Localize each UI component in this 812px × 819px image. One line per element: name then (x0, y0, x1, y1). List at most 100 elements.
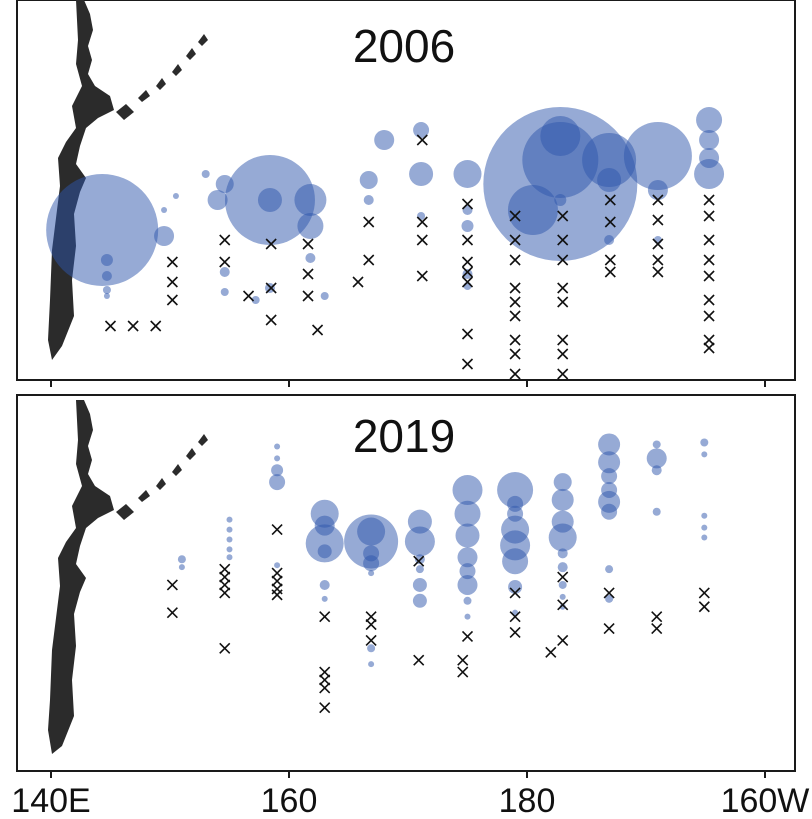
survey-circle (605, 594, 614, 603)
survey-circle (367, 644, 376, 653)
absence-cross (166, 294, 178, 306)
survey-circle (226, 554, 233, 561)
panel-2019-frame (16, 394, 796, 772)
absence-cross (416, 234, 428, 246)
survey-circle (701, 512, 708, 519)
survey-circle (604, 235, 615, 245)
absence-cross (703, 254, 715, 266)
panel-2019-land (48, 400, 208, 754)
survey-circle (220, 288, 229, 296)
absence-cross (604, 266, 616, 278)
absence-cross (271, 575, 283, 587)
absence-cross (319, 666, 331, 678)
survey-circle (415, 565, 424, 574)
survey-circle (100, 254, 113, 266)
absence-cross (127, 320, 139, 332)
absence-cross (703, 294, 715, 306)
absence-cross (652, 238, 664, 250)
x-axis-tick-label: 140E (11, 782, 90, 819)
absence-cross (652, 254, 664, 266)
absence-cross (365, 611, 377, 623)
absence-cross (509, 348, 521, 360)
absence-cross (509, 234, 521, 246)
survey-circle (226, 546, 233, 553)
absence-cross (461, 234, 474, 246)
survey-circle (226, 516, 233, 523)
absence-cross (219, 256, 231, 268)
absence-cross (166, 276, 178, 288)
absence-cross (698, 601, 710, 613)
survey-circle (407, 509, 432, 534)
panel-2006-frame (16, 0, 796, 381)
survey-circle (374, 130, 395, 150)
absence-cross (557, 571, 569, 583)
absence-cross (545, 646, 557, 658)
absence-cross (271, 567, 283, 579)
absence-cross (365, 618, 377, 631)
survey-circle (464, 613, 471, 620)
survey-circle (453, 160, 482, 188)
absence-cross (509, 611, 521, 623)
survey-circle (412, 593, 427, 608)
survey-circle (462, 269, 473, 279)
absence-cross (319, 611, 331, 623)
survey-circle (359, 171, 378, 189)
absence-cross (265, 282, 277, 294)
survey-circle (497, 471, 534, 508)
survey-circle (699, 130, 720, 150)
survey-circle (46, 174, 159, 286)
absence-cross (302, 290, 314, 302)
absence-cross (703, 310, 715, 322)
panel-2019: 2019 (16, 394, 796, 778)
survey-circle (357, 517, 386, 546)
absence-cross (652, 266, 664, 278)
survey-circle (651, 465, 662, 476)
absence-cross (265, 238, 277, 250)
panel-2006-marks (46, 107, 725, 380)
x-axis-tick-label: 160W (721, 782, 810, 819)
absence-cross (557, 334, 569, 346)
absence-cross (219, 579, 231, 591)
absence-cross (219, 587, 231, 599)
absence-cross (302, 268, 314, 280)
survey-circle (694, 159, 725, 189)
absence-cross (416, 270, 428, 282)
survey-circle (363, 555, 380, 572)
absence-cross (457, 654, 469, 666)
absence-cross (166, 579, 178, 591)
absence-cross (363, 254, 375, 266)
survey-circle (701, 524, 708, 531)
absence-cross (166, 607, 178, 619)
absence-cross (557, 599, 569, 611)
survey-circle (274, 455, 281, 462)
absence-cross (604, 194, 616, 206)
survey-circle (274, 562, 281, 569)
absence-cross (651, 611, 663, 623)
absence-cross (557, 254, 569, 266)
panel-2019-title: 2019 (353, 410, 455, 462)
survey-circle (559, 593, 566, 600)
absence-cross (319, 702, 331, 714)
survey-circle (321, 595, 328, 602)
absence-cross (311, 324, 324, 336)
absence-cross (271, 524, 283, 536)
absence-cross (703, 270, 715, 282)
absence-cross (461, 266, 474, 278)
survey-circle (540, 116, 581, 156)
survey-circle (201, 170, 210, 178)
absence-cross (557, 634, 569, 646)
absence-cross (652, 214, 664, 226)
survey-circle (226, 526, 233, 533)
survey-circle (700, 438, 709, 447)
survey-circle (177, 555, 186, 564)
survey-circle (548, 523, 577, 552)
survey-circle (257, 188, 282, 212)
absence-cross (461, 630, 474, 642)
survey-circle (646, 448, 667, 469)
survey-circle (154, 226, 175, 246)
survey-circle (582, 133, 637, 187)
survey-circle (553, 473, 572, 492)
survey-circle (601, 503, 618, 520)
absence-cross (461, 358, 474, 370)
absence-cross (302, 238, 314, 250)
